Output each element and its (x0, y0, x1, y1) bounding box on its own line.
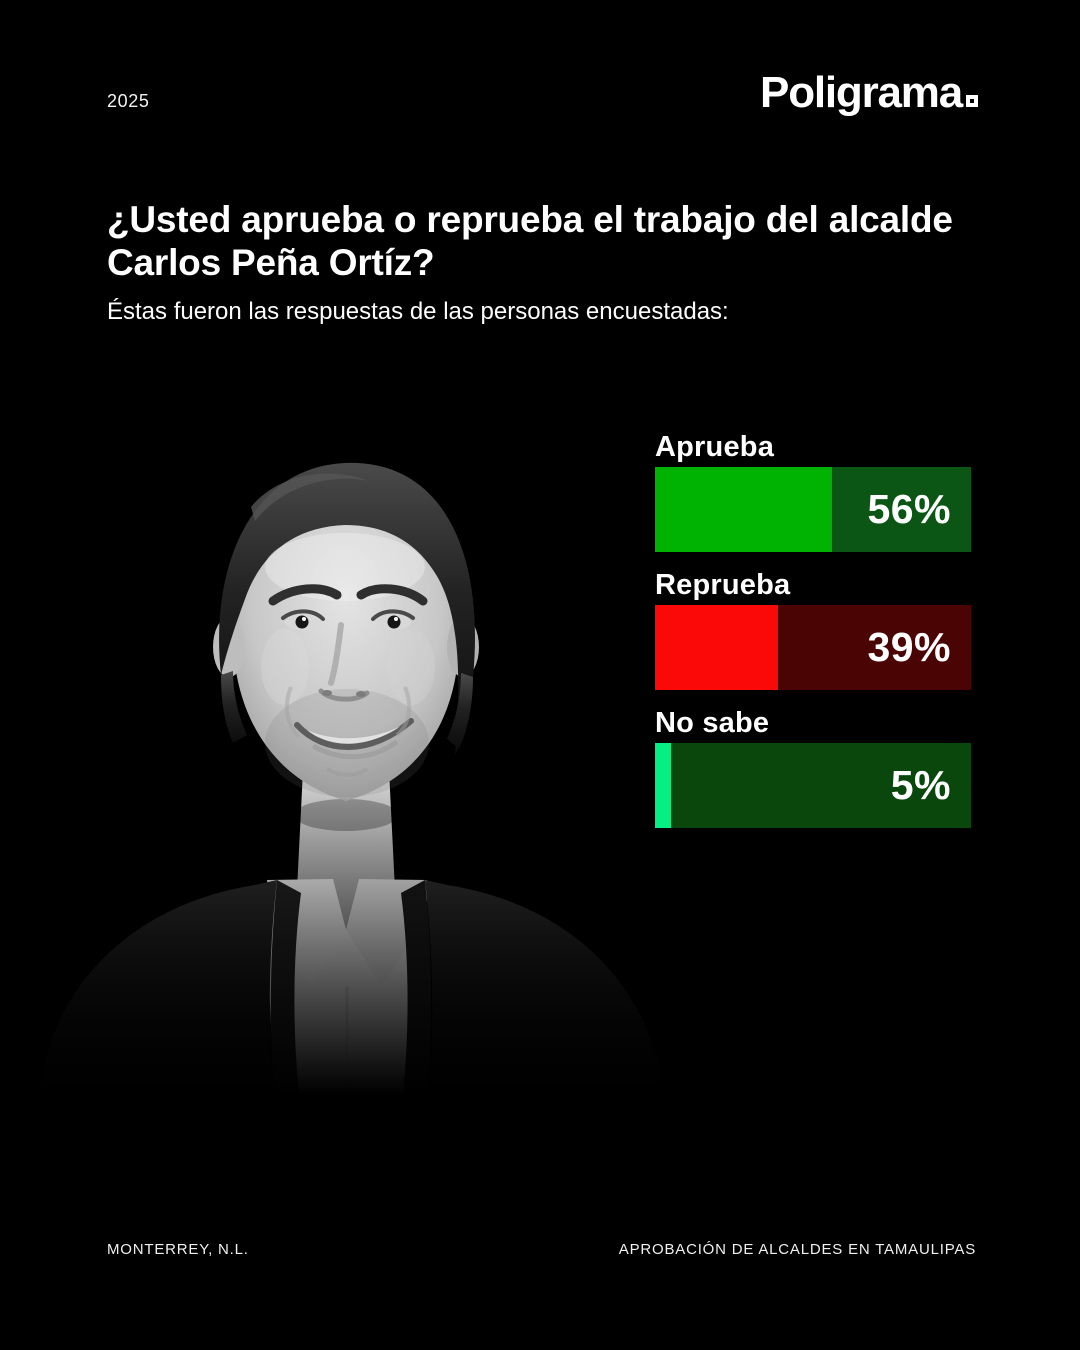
question-title: ¿Usted aprueba o reprueba el trabajo del… (107, 199, 953, 283)
portrait-illustration (40, 462, 663, 1130)
portrait-jacket-right (425, 880, 663, 1130)
footer-series-title: APROBACIÓN DE ALCALDES EN TAMAULIPAS (618, 1241, 976, 1258)
bar-row-reprueba: Reprueba 39% (655, 568, 971, 690)
bar-row-no-sabe: No sabe 5% (655, 706, 971, 828)
portrait-jacket-left (40, 880, 277, 1130)
bar-value-aprueba: 56% (867, 486, 951, 532)
poll-chart: Aprueba 56% Reprueba 39% No sabe 5% (655, 430, 971, 844)
brand-dot-icon (966, 95, 978, 107)
footer-location: MONTERREY, N.L. (107, 1241, 249, 1258)
bar-row-aprueba: Aprueba 56% (655, 430, 971, 552)
portrait-eye-left (295, 615, 309, 629)
bar-value-reprueba: 39% (867, 624, 951, 670)
bar-label-aprueba: Aprueba (655, 431, 775, 463)
brand-logo: Poligrama (760, 68, 978, 118)
question-subtitle: Éstas fueron las respuestas de las perso… (107, 298, 729, 325)
year-label: 2025 (107, 91, 150, 111)
bar-label-reprueba: Reprueba (655, 569, 791, 601)
bar-fill-reprueba (655, 605, 779, 690)
bar-fill-aprueba (655, 467, 832, 552)
brand-name: Poligrama (760, 68, 963, 117)
portrait-eye-right (387, 615, 401, 629)
bar-track-aprueba: 56% (655, 467, 971, 552)
bar-value-no-sabe: 5% (890, 762, 951, 808)
bar-track-reprueba: 39% (655, 605, 971, 690)
bar-label-no-sabe: No sabe (655, 707, 770, 739)
bar-fill-no-sabe (655, 743, 671, 828)
bar-track-no-sabe: 5% (655, 743, 971, 828)
portrait-photo (15, 425, 705, 1130)
